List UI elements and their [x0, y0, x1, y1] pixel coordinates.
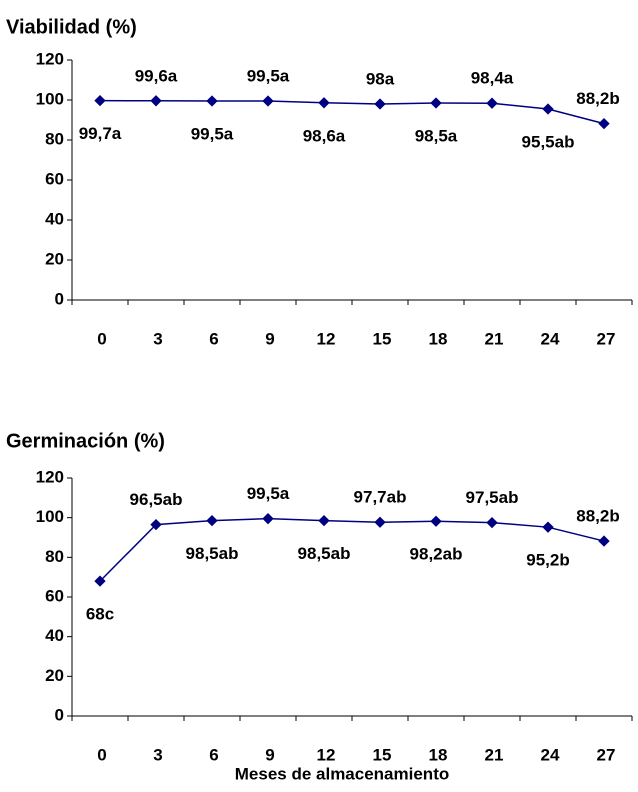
value-label: 98,5ab [298, 544, 351, 563]
value-label: 97,5ab [466, 488, 519, 507]
x-tick-label: 24 [541, 745, 560, 764]
value-label: 98,6a [303, 126, 346, 145]
marker [486, 97, 498, 109]
x-tick-label: 3 [153, 745, 162, 764]
x-tick-label: 24 [541, 329, 560, 348]
chart-title: Germinación (%) [6, 430, 165, 452]
y-tick-label: 20 [45, 249, 64, 268]
x-tick-label: 6 [209, 745, 218, 764]
x-tick-label: 18 [429, 745, 448, 764]
value-label: 99,5a [247, 484, 290, 503]
x-tick-label: 0 [97, 745, 106, 764]
marker [486, 516, 498, 529]
x-tick-label: 27 [597, 745, 616, 764]
chart-title: Viabilidad (%) [6, 16, 137, 38]
x-tick-label: 0 [97, 329, 106, 348]
marker [262, 95, 274, 107]
x-tick-label: 6 [209, 329, 218, 348]
value-label: 99,6a [135, 66, 178, 85]
x-tick-label: 27 [597, 329, 616, 348]
value-label: 98a [366, 69, 395, 88]
value-label: 96,5ab [130, 490, 183, 509]
marker [598, 535, 610, 547]
marker [542, 521, 554, 533]
marker [150, 518, 162, 531]
y-tick-label: 120 [36, 49, 64, 68]
y-tick-label: 80 [45, 129, 64, 148]
x-axis-label: Meses de almacenamiento [235, 764, 449, 783]
y-tick-label: 0 [55, 289, 64, 308]
line [99, 99, 605, 125]
x-tick-label: 12 [317, 329, 336, 348]
value-label: 68c [86, 605, 114, 624]
marker [262, 513, 274, 525]
marker [94, 94, 106, 107]
x-tick-label: 15 [373, 745, 392, 764]
value-label: 98,4a [471, 69, 514, 88]
value-label: 99,5a [191, 124, 234, 143]
x-tick-label: 21 [485, 745, 504, 764]
y-tick-label: 40 [45, 626, 64, 645]
x-tick-label: 15 [373, 329, 392, 348]
value-label: 98,5ab [186, 544, 239, 563]
y-tick-label: 80 [45, 547, 64, 566]
marker [206, 95, 218, 107]
x-tick-label: 3 [153, 329, 162, 348]
value-label: 95,5ab [522, 132, 575, 151]
value-label: 95,2b [526, 551, 569, 570]
y-tick-label: 20 [45, 666, 64, 685]
value-label: 98,5a [415, 126, 458, 145]
marker [542, 103, 554, 115]
y-tick-label: 40 [45, 209, 64, 228]
marker [374, 98, 386, 110]
x-tick-label: 9 [265, 745, 274, 764]
x-tick-label: 9 [265, 329, 274, 348]
value-label: 99,7a [79, 124, 122, 143]
x-tick-label: 21 [485, 329, 504, 348]
y-tick-label: 100 [36, 89, 64, 108]
value-label: 97,7ab [354, 488, 407, 507]
line [99, 517, 605, 582]
y-tick-label: 0 [55, 705, 64, 724]
value-label: 99,5a [247, 66, 290, 85]
value-label: 88,2b [576, 507, 619, 526]
marker [318, 514, 330, 527]
y-tick-label: 60 [45, 169, 64, 188]
marker [374, 516, 386, 528]
y-tick-label: 100 [36, 507, 64, 526]
value-label: 98,2ab [410, 545, 463, 564]
marker [430, 515, 442, 527]
marker [598, 117, 610, 130]
x-tick-label: 18 [429, 329, 448, 348]
x-tick-label: 12 [317, 745, 336, 764]
marker [206, 514, 218, 527]
value-label: 88,2b [576, 89, 619, 108]
y-tick-label: 60 [45, 586, 64, 605]
marker [430, 97, 442, 109]
marker [150, 95, 162, 107]
marker [318, 97, 330, 109]
y-tick-label: 120 [36, 467, 64, 486]
